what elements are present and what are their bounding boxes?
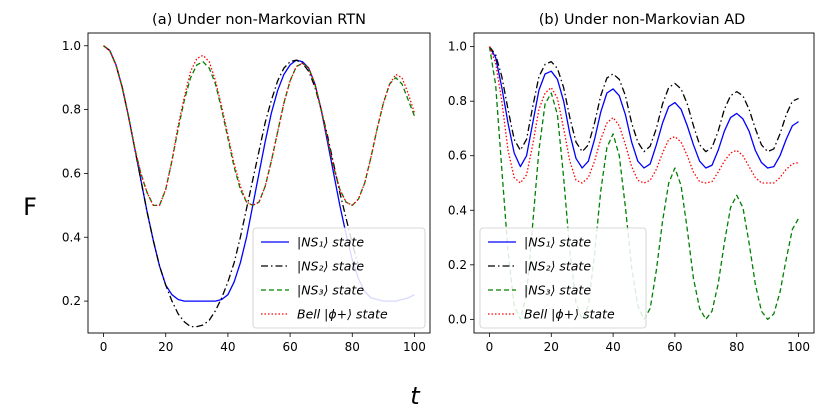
- panel-b-legend: |NS₁⟩ state |NS₂⟩ state |NS₃⟩ state Bell |ϕ…: [479, 227, 647, 329]
- panel-a-x-tick-label: 20: [158, 340, 173, 354]
- panel-b-x-tick-label: 80: [729, 340, 744, 354]
- panel-b-frame: [473, 32, 815, 334]
- panel-b-legend-label-4: Bell |ϕ+⟩ state: [524, 307, 615, 322]
- panel-a-x-tick-label: 0: [100, 340, 108, 354]
- panel-b-series-line-1: [488, 46, 799, 169]
- panel-b-x-tick-label: 20: [544, 340, 559, 354]
- panel-b: (b) Under non-Markovian AD 0 20 40 60 80 100 0…: [448, 12, 815, 354]
- panel-a-y-tick-label: 1.0: [62, 39, 81, 53]
- panel-b-x-tick-label: 0: [486, 340, 494, 354]
- panel-b-y-tick-label: 1.0: [448, 40, 467, 54]
- panel-a-y-tick-label: 0.4: [62, 230, 81, 244]
- panel-a-legend: |NS₁⟩ state |NS₂⟩ state |NS₃⟩ state Bell |ϕ…: [252, 227, 426, 329]
- panel-b-legend-box: [479, 227, 647, 329]
- panel-b-series-line-2: [488, 46, 799, 153]
- panel-b-legend-label-2: |NS₂⟩ state: [524, 259, 591, 274]
- panel-a-x-tick-label: 100: [403, 340, 426, 354]
- panel-a-series-line-3: [103, 45, 416, 206]
- panel-a-y-tick-label: 0.2: [62, 294, 81, 308]
- panel-a-y-tick-label: 0.8: [62, 103, 81, 117]
- panel-a-frame: [87, 32, 431, 334]
- panel-a-legend-label-3: |NS₃⟩ state: [297, 283, 364, 298]
- panel-b-x-tick-label: 60: [667, 340, 682, 354]
- panel-b-x-tick-label: 40: [605, 340, 620, 354]
- panel-b-x-tick-label: 100: [787, 340, 810, 354]
- panel-a-x-tick-label: 80: [345, 340, 360, 354]
- panel-a-x-tick-label: 60: [282, 340, 297, 354]
- y-axis-label: F: [23, 193, 37, 221]
- panel-b-y-tick-label: 0.0: [448, 312, 467, 326]
- x-axis-label: t: [410, 382, 421, 410]
- panel-a-x-tick-label: 40: [220, 340, 235, 354]
- panel-b-y-tick-label: 0.4: [448, 203, 467, 217]
- panel-a-legend-label-4: Bell |ϕ+⟩ state: [297, 307, 388, 322]
- panel-a-title: (a) Under non-Markovian RTN: [152, 12, 366, 28]
- panel-b-legend-label-1: |NS₁⟩ state: [524, 235, 591, 250]
- panel-a-legend-label-1: |NS₁⟩ state: [297, 235, 364, 250]
- panel-b-title: (b) Under non-Markovian AD: [539, 12, 746, 28]
- panel-a-legend-box: [252, 227, 426, 329]
- panel-a-y-tick-label: 0.6: [62, 166, 81, 180]
- panel-b-series-line-4: [488, 46, 799, 184]
- panel-b-legend-label-3: |NS₃⟩ state: [524, 283, 591, 298]
- panel-b-y-tick-label: 0.2: [448, 258, 467, 272]
- panel-a-series-line-4: [103, 45, 416, 206]
- panel-a: (a) Under non-Markovian RTN 0 20 40 60 80 100…: [62, 12, 431, 354]
- panel-b-y-tick-label: 0.6: [448, 149, 467, 163]
- panel-a-legend-label-2: |NS₂⟩ state: [297, 259, 364, 274]
- panel-b-y-tick-label: 0.8: [448, 94, 467, 108]
